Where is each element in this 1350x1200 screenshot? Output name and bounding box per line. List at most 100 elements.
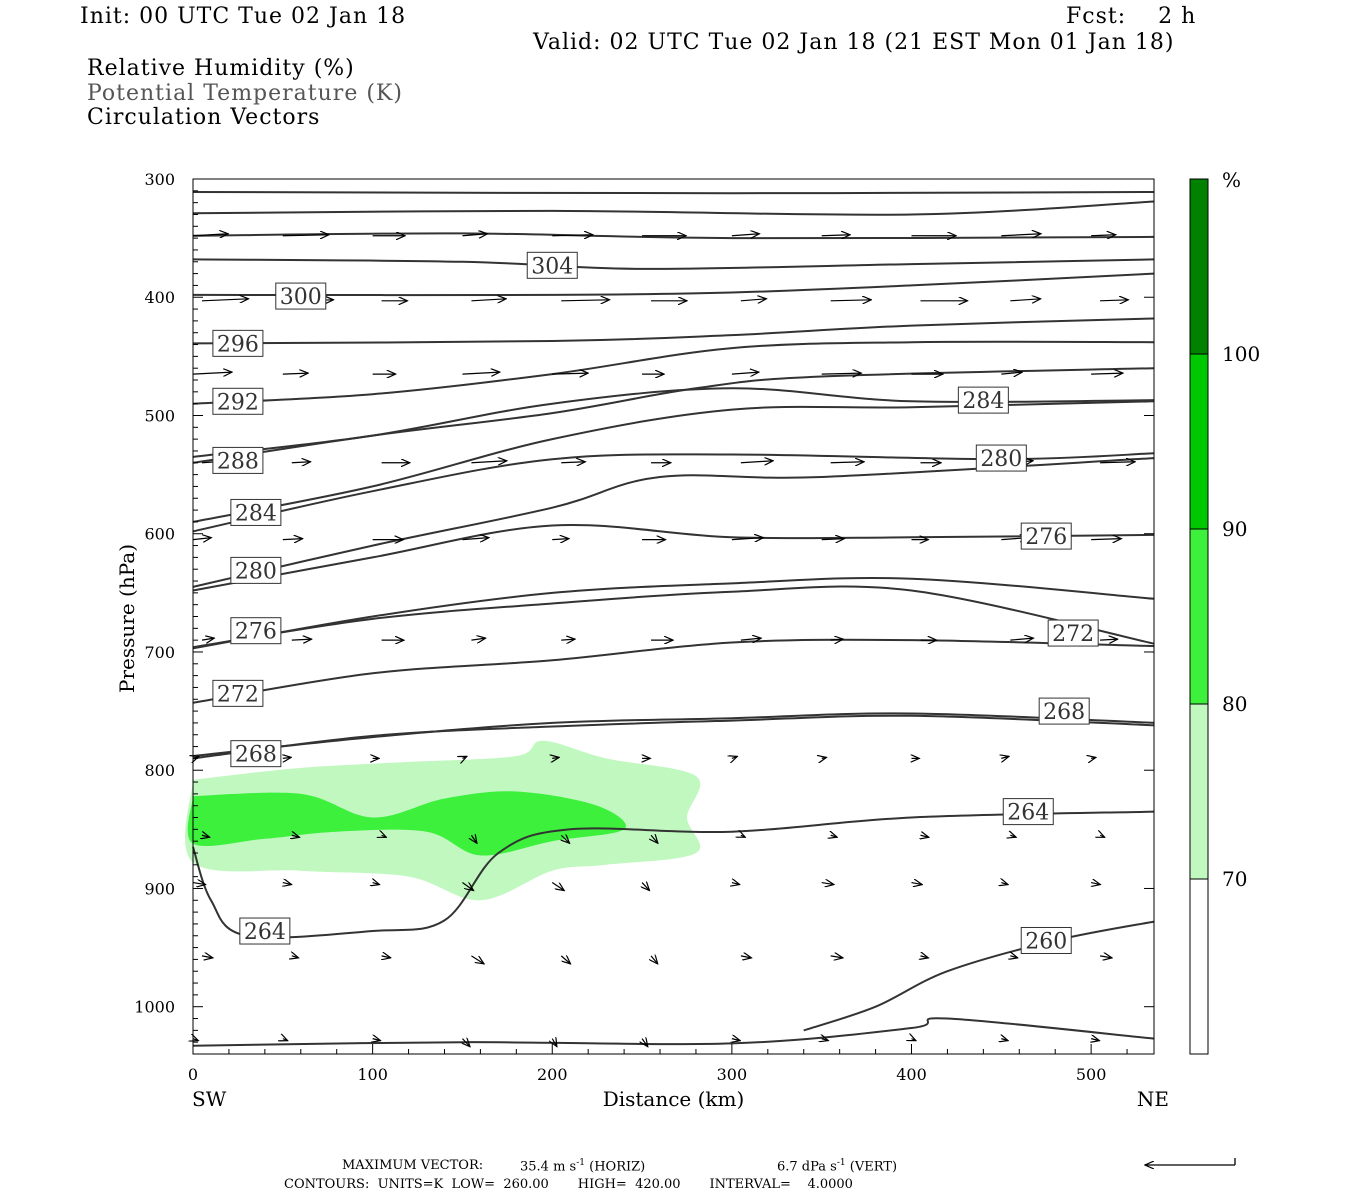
axes: 300 400 500 600 700 800 900 1000 0 100 200 300 400 50… — [115, 170, 1169, 1111]
vector-arrow — [732, 883, 740, 885]
x-tick-label: 400 — [896, 1065, 927, 1084]
vector-arrow — [821, 373, 862, 374]
colorbar-label: 90 — [1222, 517, 1247, 541]
vector-arrow — [560, 956, 570, 964]
vector-arrow — [192, 372, 232, 374]
theta-contour — [192, 258, 1155, 270]
vector-arrow — [552, 539, 569, 540]
vector-arrow — [740, 956, 752, 958]
colorbar-segment — [1189, 178, 1209, 355]
vector-arrow — [1010, 638, 1033, 640]
theta-contour — [192, 191, 1155, 195]
x-tick-label: 100 — [357, 1065, 388, 1084]
vector-arrow — [741, 835, 745, 837]
x-axis-label: Distance (km) — [603, 1087, 745, 1111]
y-tick-label: 600 — [144, 525, 175, 544]
vector-arrow — [552, 235, 593, 236]
contour-label: 272 — [1052, 622, 1094, 647]
vector-arrow — [551, 882, 564, 891]
vector-arrow — [1100, 462, 1135, 463]
theta-contour — [803, 920, 1155, 1032]
contour-label: 292 — [217, 390, 259, 415]
contour-label: 264 — [1007, 801, 1049, 826]
vector-arrow — [471, 461, 506, 463]
x-tick-label: 200 — [537, 1065, 568, 1084]
vector-arrow — [821, 539, 845, 540]
colorbar-segment — [1189, 353, 1209, 530]
vector-arrow — [731, 372, 759, 374]
y-tick-label: 1000 — [134, 998, 175, 1017]
y-tick-label: 400 — [144, 288, 175, 307]
vector-arrow — [1100, 639, 1118, 640]
vector-arrow — [1001, 1039, 1008, 1041]
vector-arrow — [471, 835, 477, 843]
vector-arrow — [1091, 1039, 1099, 1041]
theta-contour — [192, 712, 1155, 757]
vector-arrow — [1100, 835, 1105, 837]
vector-arrow — [552, 373, 588, 374]
vector-arrow — [740, 461, 773, 463]
vector-arrow — [373, 883, 380, 885]
y-tick-label: 500 — [144, 406, 175, 425]
vector-arrow — [552, 757, 559, 758]
contour-label-box — [212, 446, 264, 474]
reference-vector — [1145, 1158, 1236, 1165]
vector-arrow — [471, 955, 484, 964]
contour-label-box — [212, 329, 264, 357]
vector-arrow — [821, 883, 834, 885]
vector-arrow — [201, 956, 213, 958]
vector-arrow — [382, 835, 387, 837]
x-tick-label: 500 — [1076, 1065, 1107, 1084]
vector-arrow — [740, 638, 761, 640]
vector-arrow — [1100, 956, 1112, 958]
vector-arrow — [283, 1039, 288, 1041]
colorbar-label: 80 — [1222, 692, 1247, 716]
theta-contour — [192, 1017, 1155, 1047]
field-vectors-label: Circulation Vectors — [87, 105, 321, 130]
vector-arrow — [552, 1039, 557, 1047]
rh-region-80 — [187, 791, 626, 856]
contour-label-box — [957, 386, 1009, 414]
vector-arrow — [471, 638, 485, 640]
max-vector-label: MAXIMUM VECTOR: — [342, 1158, 484, 1173]
vector-arrow — [1091, 757, 1096, 758]
vector-arrow — [651, 956, 658, 964]
y-axis-label: Pressure (hPa) — [115, 544, 139, 693]
rh-shading — [185, 740, 701, 901]
colorbar-segment — [1189, 703, 1209, 880]
vector-arrow — [192, 234, 228, 236]
vector-arrow — [462, 1039, 470, 1047]
vector-arrow — [642, 883, 649, 891]
contour-label: 260 — [1025, 929, 1067, 954]
vector-arrow — [1010, 956, 1017, 958]
vector-arrow — [1091, 539, 1121, 540]
vector-arrow — [1010, 835, 1016, 837]
contour-label: 296 — [217, 332, 259, 357]
theta-contour — [192, 200, 1155, 216]
contour-label-box — [239, 917, 291, 945]
field-theta-label: Potential Temperature (K) — [87, 81, 403, 106]
theta-contour — [192, 638, 1155, 704]
plot-frame — [192, 178, 1155, 1055]
vector-arrow — [462, 372, 499, 374]
contour-label-box — [1047, 619, 1099, 647]
vector-arrow — [911, 883, 923, 885]
max-vert-value: 6.7 dPa s-1 (VERT) — [777, 1158, 898, 1175]
valid-time: Valid: 02 UTC Tue 02 Jan 18 (21 EST Mon … — [533, 30, 1175, 55]
contour-label-box — [212, 387, 264, 415]
vector-arrow — [561, 462, 585, 463]
contour-label-box — [230, 617, 282, 645]
vector-arrow — [192, 538, 211, 540]
contour-label-box — [230, 740, 282, 768]
colorbar-unit: % — [1222, 168, 1241, 192]
contour-label: 284 — [235, 501, 277, 526]
vector-arrow — [740, 299, 767, 301]
vector-arrow — [1001, 756, 1009, 758]
contour-label: 272 — [217, 682, 259, 707]
vector-arrow — [282, 373, 308, 374]
contour-label: 268 — [1043, 700, 1085, 725]
vector-arrow — [822, 1039, 829, 1041]
vector-arrow — [1001, 234, 1041, 236]
theta-contour — [192, 457, 1155, 588]
contour-label: 288 — [217, 449, 259, 474]
